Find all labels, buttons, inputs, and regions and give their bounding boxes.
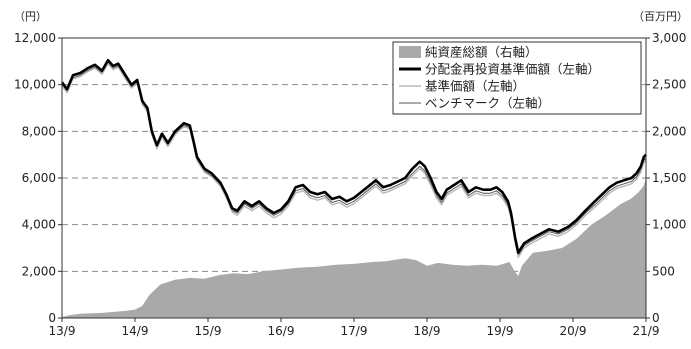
legend-swatch-area: [399, 46, 421, 58]
net-assets-area-series: [62, 178, 646, 318]
right-axis-tick-label: 1,500: [652, 171, 686, 185]
legend-entry-label: 基準価額（左軸）: [425, 79, 525, 94]
left-axis-tick-label: 8,000: [22, 124, 56, 138]
right-axis-tick-label: 0: [652, 311, 660, 325]
x-axis-tick-label: 16/9: [268, 324, 295, 338]
legend-entry-label: ベンチマーク（左軸）: [425, 96, 550, 111]
legend-entry-label: 分配金再投資基準価額（左軸）: [425, 62, 600, 77]
left-axis-tick-label: 12,000: [14, 31, 56, 45]
x-axis-tick-label: 17/9: [341, 324, 368, 338]
reinvested-nav-line-series: [60, 58, 647, 254]
x-axis-tick-label: 14/9: [122, 324, 149, 338]
x-axis-tick-label: 21/9: [633, 324, 660, 338]
left-axis-tick-label: 0: [48, 311, 56, 325]
left-axis-unit: （円）: [14, 10, 47, 23]
right-axis-tick-label: 500: [652, 264, 675, 278]
x-axis-tick-label: 19/9: [487, 324, 514, 338]
x-axis-tick-label: 18/9: [414, 324, 441, 338]
left-axis-tick-label: 4,000: [22, 218, 56, 232]
left-axis-tick-label: 10,000: [14, 78, 56, 92]
right-axis-tick-label: 2,000: [652, 124, 686, 138]
right-axis-tick-label: 2,500: [652, 78, 686, 92]
right-axis-tick-label: 3,000: [652, 31, 686, 45]
x-axis-tick-label: 20/9: [560, 324, 587, 338]
legend-entry-label: 純資産総額（右軸）: [425, 45, 538, 60]
right-axis-tick-label: 1,000: [652, 218, 686, 232]
right-axis-unit: （百万円）: [633, 10, 688, 23]
left-axis-tick-label: 2,000: [22, 264, 56, 278]
legend-box: [392, 41, 642, 115]
x-axis-tick-label: 15/9: [195, 324, 222, 338]
x-axis-tick-label: 13/9: [49, 324, 76, 338]
left-axis-tick-label: 6,000: [22, 171, 56, 185]
